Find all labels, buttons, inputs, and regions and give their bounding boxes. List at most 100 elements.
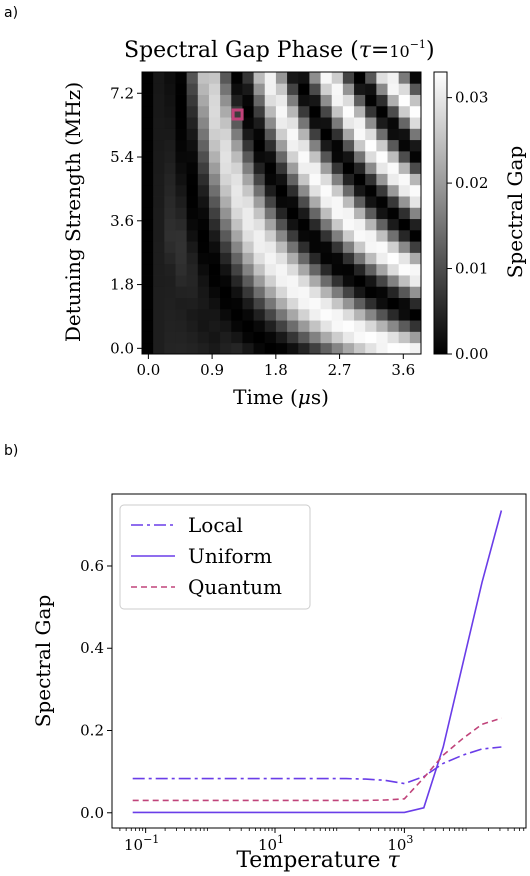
- heatmap-cell: [342, 83, 355, 95]
- legend-box: [119, 504, 311, 610]
- heatmap-cell: [208, 207, 221, 220]
- heatmap-cell: [309, 229, 321, 242]
- heatmap-cell: [287, 286, 299, 298]
- heatmap-cell: [387, 72, 400, 84]
- heatmap-cell: [398, 196, 411, 208]
- heatmap-cell: [298, 252, 310, 265]
- heatmap-cell: [387, 275, 400, 287]
- heatmap-cell: [376, 229, 388, 242]
- heatmap-cell: [253, 162, 266, 174]
- colorbar: [433, 71, 448, 355]
- heatmap-cell: [365, 196, 377, 208]
- heatmap-cell: [264, 252, 277, 265]
- heatmap-cell: [398, 173, 411, 186]
- heatmap-cell: [376, 83, 388, 95]
- heatmap-cell: [264, 275, 277, 287]
- heatmap-cell: [398, 117, 411, 129]
- heatmap-cell: [342, 252, 355, 265]
- heatmap-cell: [264, 207, 277, 220]
- heatmap-cell: [197, 218, 210, 231]
- heatmap-cell: [409, 297, 422, 310]
- heatmap-cell: [398, 184, 411, 197]
- heatmap-cell: [387, 196, 400, 208]
- heatmap-cell: [331, 150, 344, 163]
- heatmap-cell: [231, 286, 243, 298]
- heatmap-cell: [287, 275, 299, 287]
- heatmap-cell: [253, 308, 266, 321]
- heatmap-cell: [164, 297, 176, 310]
- heatmap-cell: [231, 331, 243, 344]
- heatmap-cell: [231, 308, 243, 321]
- heatmap-cell: [398, 207, 411, 220]
- heatmap-cell: [153, 83, 165, 95]
- heatmap-cell: [354, 342, 366, 355]
- heatmap-cell: [298, 218, 310, 231]
- heatmap-cell: [331, 83, 344, 95]
- heatmap-cell: [398, 331, 411, 344]
- legend: Local Uniform Quantum: [119, 504, 311, 610]
- heatmap-cell: [354, 275, 366, 287]
- heatmap-cells: [142, 72, 422, 355]
- heatmap-cell: [142, 218, 154, 231]
- heatmap-cell: [153, 173, 165, 186]
- heatmap-cell: [264, 196, 277, 208]
- heatmap-cell: [253, 320, 266, 332]
- heatmap-cell: [320, 275, 333, 287]
- heatmap-cell: [142, 128, 154, 141]
- heatmap-x-tick-label: 0.0: [136, 361, 160, 379]
- heatmap-cell: [342, 320, 355, 332]
- heatmap-cell: [409, 320, 422, 332]
- heatmap-cell: [253, 139, 266, 152]
- heatmap-cell: [309, 128, 321, 141]
- heatmap-cell: [287, 162, 299, 174]
- heatmap-cell: [376, 241, 388, 253]
- heatmap-cell: [354, 83, 366, 95]
- heatmap-cell: [298, 173, 310, 186]
- heatmap-cell: [331, 117, 344, 129]
- heatmap-cell: [175, 162, 188, 174]
- heatmap-cell: [164, 252, 176, 265]
- heatmap-cell: [275, 275, 288, 287]
- heatmap-cell: [164, 229, 176, 242]
- heatmap-cell: [376, 105, 388, 118]
- heatmap-cell: [309, 241, 321, 253]
- heatmap-cell: [186, 241, 199, 253]
- line-x-axis: 10−1 101 103: [119, 828, 525, 854]
- heatmap-cell: [365, 94, 377, 107]
- heatmap-frame: [141, 71, 422, 355]
- heatmap-cell: [175, 275, 188, 287]
- heatmap-cell: [231, 150, 243, 163]
- heatmap-cell: [164, 150, 176, 163]
- heatmap-cell: [253, 173, 266, 186]
- heatmap-cell: [164, 83, 176, 95]
- heatmap-cell: [365, 275, 377, 287]
- colorbar-tick-label: 0.02: [455, 174, 488, 192]
- heatmap-cell: [398, 286, 411, 298]
- heatmap-cell: [153, 308, 165, 321]
- heatmap-cell: [331, 263, 344, 276]
- heatmap-cell: [208, 218, 221, 231]
- heatmap-cell: [164, 72, 176, 84]
- heatmap-cell: [387, 241, 400, 253]
- heatmap-cell: [231, 241, 243, 253]
- heatmap-cell: [208, 128, 221, 141]
- heatmap-cell: [331, 128, 344, 141]
- heatmap-cell: [287, 173, 299, 186]
- heatmap-cell: [287, 83, 299, 95]
- heatmap-cell: [387, 94, 400, 107]
- heatmap-cell: [231, 229, 243, 242]
- heatmap-cell: [365, 320, 377, 332]
- heatmap-cell: [231, 94, 243, 107]
- heatmap-cell: [398, 229, 411, 242]
- heatmap-cell: [208, 184, 221, 197]
- heatmap-cell: [376, 117, 388, 129]
- heatmap-cell: [231, 342, 243, 355]
- heatmap-cell: [142, 207, 154, 220]
- heatmap-cell: [231, 83, 243, 95]
- heatmap-cell: [320, 207, 333, 220]
- heatmap-cell: [142, 83, 154, 95]
- heatmap-cell: [287, 139, 299, 152]
- heatmap-cell: [409, 342, 422, 355]
- heatmap-cell: [387, 184, 400, 197]
- heatmap-cell: [387, 263, 400, 276]
